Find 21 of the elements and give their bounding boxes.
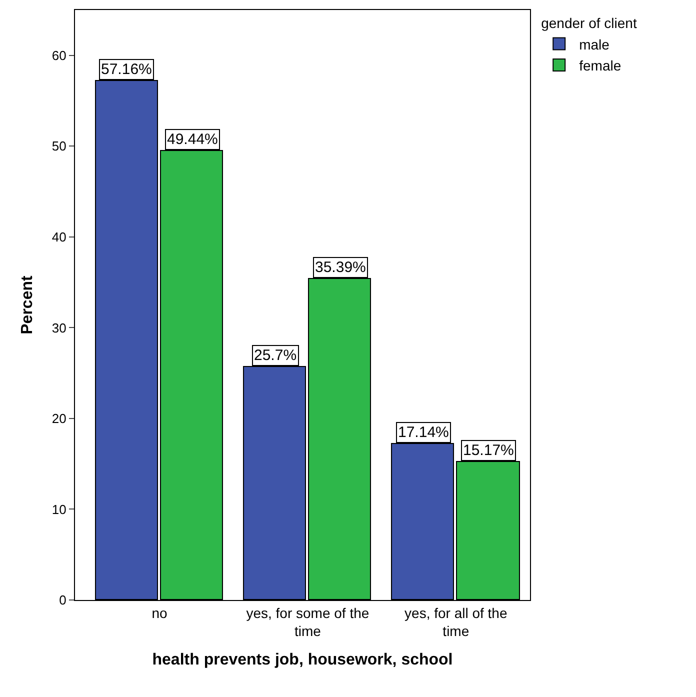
y-tick-label: 20 bbox=[52, 411, 66, 426]
data-label: 49.44% bbox=[167, 131, 218, 148]
data-label: 17.14% bbox=[398, 424, 449, 441]
data-label: 25.7% bbox=[254, 347, 297, 364]
x-tick-label: yes, for all of the time bbox=[404, 604, 508, 639]
y-tick-label: 40 bbox=[52, 229, 66, 244]
legend-label: female bbox=[579, 57, 622, 74]
data-label: 35.39% bbox=[315, 259, 366, 276]
legend-label: male bbox=[579, 36, 610, 52]
x-tick-label: yes, for some of the time bbox=[246, 604, 370, 639]
legend-title: gender of client bbox=[541, 15, 637, 32]
data-label: 15.17% bbox=[463, 442, 514, 459]
y-tick-label: 30 bbox=[52, 320, 66, 336]
y-tick-label: 60 bbox=[52, 48, 66, 63]
y-tick-label: 10 bbox=[52, 502, 66, 517]
x-axis-title: health prevents job, housework, school bbox=[152, 652, 453, 669]
data-label: 57.16% bbox=[101, 61, 152, 78]
y-axis-title: Percent bbox=[18, 274, 36, 334]
y-tick-label: 0 bbox=[59, 592, 66, 608]
y-tick-label: 50 bbox=[52, 138, 66, 154]
x-tick-label: no bbox=[152, 604, 168, 621]
